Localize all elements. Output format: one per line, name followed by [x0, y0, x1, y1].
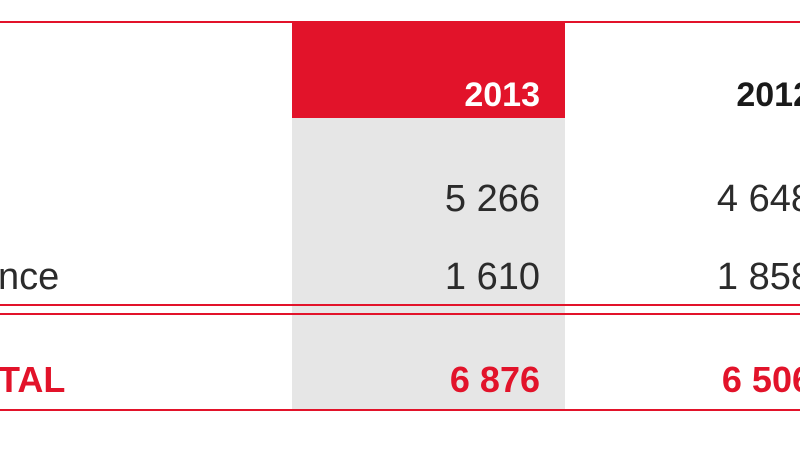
bottom-rule [0, 409, 800, 411]
cell-value: 1 858 [716, 256, 800, 298]
top-rule [0, 21, 800, 23]
gray-column [292, 118, 565, 410]
column-header: 2013 [464, 76, 540, 114]
row-label: nce [0, 256, 60, 298]
cell-value: 1 610 [444, 256, 540, 298]
header-red-cell [292, 22, 565, 118]
column-header: 2012 [736, 76, 800, 114]
cell-value: 4 648 [716, 178, 800, 220]
total-value: 6 506 [721, 359, 800, 400]
subtotal-rule [0, 304, 800, 306]
cell-value: 5 266 [444, 178, 540, 220]
total-label: TAL [0, 359, 66, 400]
subtotal-rule [0, 313, 800, 315]
total-value: 6 876 [449, 359, 540, 400]
